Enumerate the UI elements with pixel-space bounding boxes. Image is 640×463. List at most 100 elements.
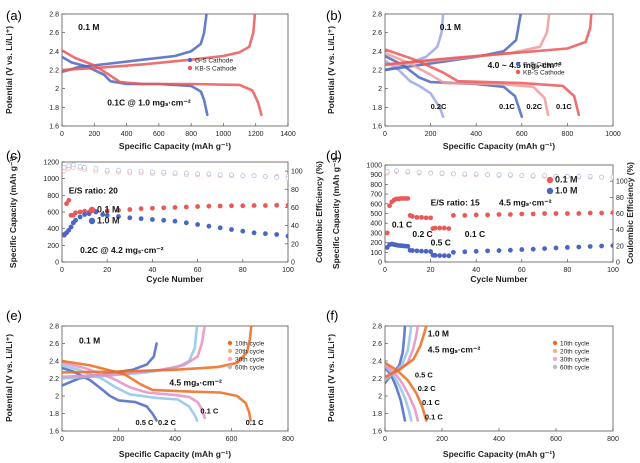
- legend-marker: [546, 187, 554, 195]
- chart-panel-d: 0 20 40 60 80 1000100200300400500600700800900…: [326, 148, 635, 284]
- y-tick-label: 2.4: [49, 359, 59, 366]
- y-axis-label: Potential (V vs. Li/Li⁺): [4, 26, 14, 114]
- data-point-1-0-m-ce: [172, 170, 178, 176]
- series-line-0-2-c-discharge: [385, 365, 413, 422]
- series-line-0-1-c-charge: [62, 326, 206, 379]
- data-point-1-0-m: [100, 212, 106, 217]
- data-point-0-1-m: [446, 226, 452, 231]
- x-tick-label: 40: [472, 267, 480, 274]
- data-point-1-0-m: [437, 253, 443, 258]
- series-line-0-1-c-charge: [385, 326, 428, 379]
- y-tick-label: 1.8: [372, 105, 382, 112]
- legend-label: 30th cycle: [560, 357, 590, 364]
- rate-label: 0.1 C: [246, 418, 265, 427]
- legend-marker: [227, 364, 233, 370]
- y2-tick-label: 80: [291, 187, 299, 194]
- data-point-1-0-m-ce: [553, 173, 559, 179]
- data-point-0-1-m: [610, 210, 613, 215]
- x-tick-label: 800: [282, 436, 294, 443]
- legend-label: 10th cycle: [560, 341, 590, 348]
- rate-label: 0.2 C: [418, 384, 437, 393]
- y-tick-label: 2.6: [49, 341, 59, 348]
- x-tick-label: 600: [226, 436, 238, 443]
- y-axis-label: Potential (V vs. Li/Li⁺): [326, 334, 336, 422]
- y-tick-label: 1000: [366, 163, 382, 170]
- legend-marker: [88, 217, 96, 225]
- y-tick-label: 1.8: [372, 411, 382, 418]
- data-point-1-0-m: [565, 245, 570, 250]
- data-point-0-1-m: [576, 211, 582, 216]
- y2-tick-label: 80: [616, 195, 624, 202]
- data-point-1-0-m: [206, 223, 212, 229]
- data-point-0-1-m: [240, 203, 246, 209]
- y-tick-label: 800: [370, 182, 382, 189]
- data-point-1-0-m-ce: [610, 174, 613, 180]
- data-point-1-0-m: [138, 216, 144, 222]
- y-tick-label: 1.6: [49, 124, 59, 131]
- data-point-1-0-m: [285, 233, 288, 239]
- data-point-1-0-m: [473, 248, 479, 254]
- annotation: 0.1 C: [392, 220, 412, 230]
- legend-label: 10th cycle: [235, 341, 265, 348]
- data-point-1-0-m-ce: [217, 172, 223, 178]
- y-tick-label: 2.4: [372, 49, 382, 56]
- data-point-0-1-m: [195, 204, 201, 209]
- y2-tick-label: 40: [616, 227, 624, 234]
- data-point-0-1-m: [496, 212, 502, 217]
- legend: 0.1 M1.0 M: [546, 175, 578, 196]
- panel-label: (c): [6, 148, 21, 163]
- y-tick-label: 2.6: [49, 30, 59, 37]
- x-tick-label: 0: [383, 436, 387, 443]
- legend-marker: [552, 364, 558, 370]
- chart-panel-e: 0 200 400 600 800 1.6 1.8 2 2.2 2.4 2.6 2.8 Specific…: [4, 308, 294, 459]
- data-point-1-0-m-ce: [576, 173, 582, 179]
- series-line-0-1-c-discharge: [385, 363, 420, 422]
- data-point-1-0-m: [446, 253, 452, 259]
- data-point-0-1-m: [150, 205, 155, 211]
- legend-label: G-S Cathode: [195, 58, 233, 65]
- data-point-0-1-m: [414, 214, 420, 220]
- panel-label: (e): [6, 308, 22, 323]
- data-point-0-1-m: [473, 212, 479, 218]
- data-point-1-0-m: [127, 215, 133, 221]
- y-tick-label: 300: [370, 230, 382, 237]
- data-point-0-1-m: [428, 215, 433, 221]
- y-axis-label: Specific Capacity (mAh g⁻¹): [8, 156, 18, 268]
- data-point-1-0-m-ce: [416, 169, 422, 175]
- data-point-0-1-m: [542, 211, 547, 216]
- data-point-1-0-m: [409, 248, 415, 253]
- data-point-0-1-m: [161, 205, 167, 211]
- x-axis-label: Cycle Number: [146, 274, 204, 284]
- series-line-kb-s-0-2c-discharge: [385, 51, 550, 117]
- y-tick-label: 700: [370, 192, 382, 199]
- rate-label: 0.5 C: [415, 371, 434, 380]
- y-tick-label: 400: [370, 221, 382, 228]
- y-tick-label: 500: [370, 211, 382, 218]
- annotation: 4.0 ~ 4.5 mgₛ·cm⁻²: [488, 60, 562, 70]
- series-line-0-1-c-discharge: [62, 361, 206, 420]
- legend-label: 20th cycle: [235, 349, 265, 356]
- annotation: 0.1 M: [78, 22, 99, 32]
- annotation: 4.5 mgₛ·cm⁻²: [499, 198, 552, 208]
- chart-panel-a: 0 200 400 600 800 1000 1200 1400 1.6 1.8 2 2.2 2.4 2.…: [4, 8, 296, 151]
- x-tick-label: 200: [113, 436, 125, 443]
- data-point-1-0-m-ce: [82, 165, 87, 170]
- legend-label: 60th cycle: [560, 365, 590, 372]
- plot-area: [385, 168, 613, 259]
- x-tick-label: 800: [562, 131, 574, 138]
- series-line-kb-s-cathode-charge: [62, 14, 257, 72]
- data-point-1-0-m: [183, 220, 189, 226]
- data-point-0-1-m: [387, 203, 392, 209]
- data-point-1-0-m-ce: [496, 172, 502, 178]
- data-point-1-0-m-ce: [428, 170, 434, 176]
- data-point-1-0-m: [104, 212, 110, 218]
- data-point-0-1-m: [432, 225, 438, 231]
- x-tick-label: 0: [383, 131, 387, 138]
- x-tick-label: 60: [194, 267, 202, 274]
- y-tick-label: 2.2: [372, 376, 382, 383]
- data-point-1-0-m-ce: [240, 173, 246, 179]
- rate-label: 0.2 C: [158, 418, 177, 427]
- data-point-1-0-m-ce: [183, 170, 189, 176]
- data-point-1-0-m: [68, 224, 74, 230]
- legend-label: KB-S Cathode: [523, 70, 565, 77]
